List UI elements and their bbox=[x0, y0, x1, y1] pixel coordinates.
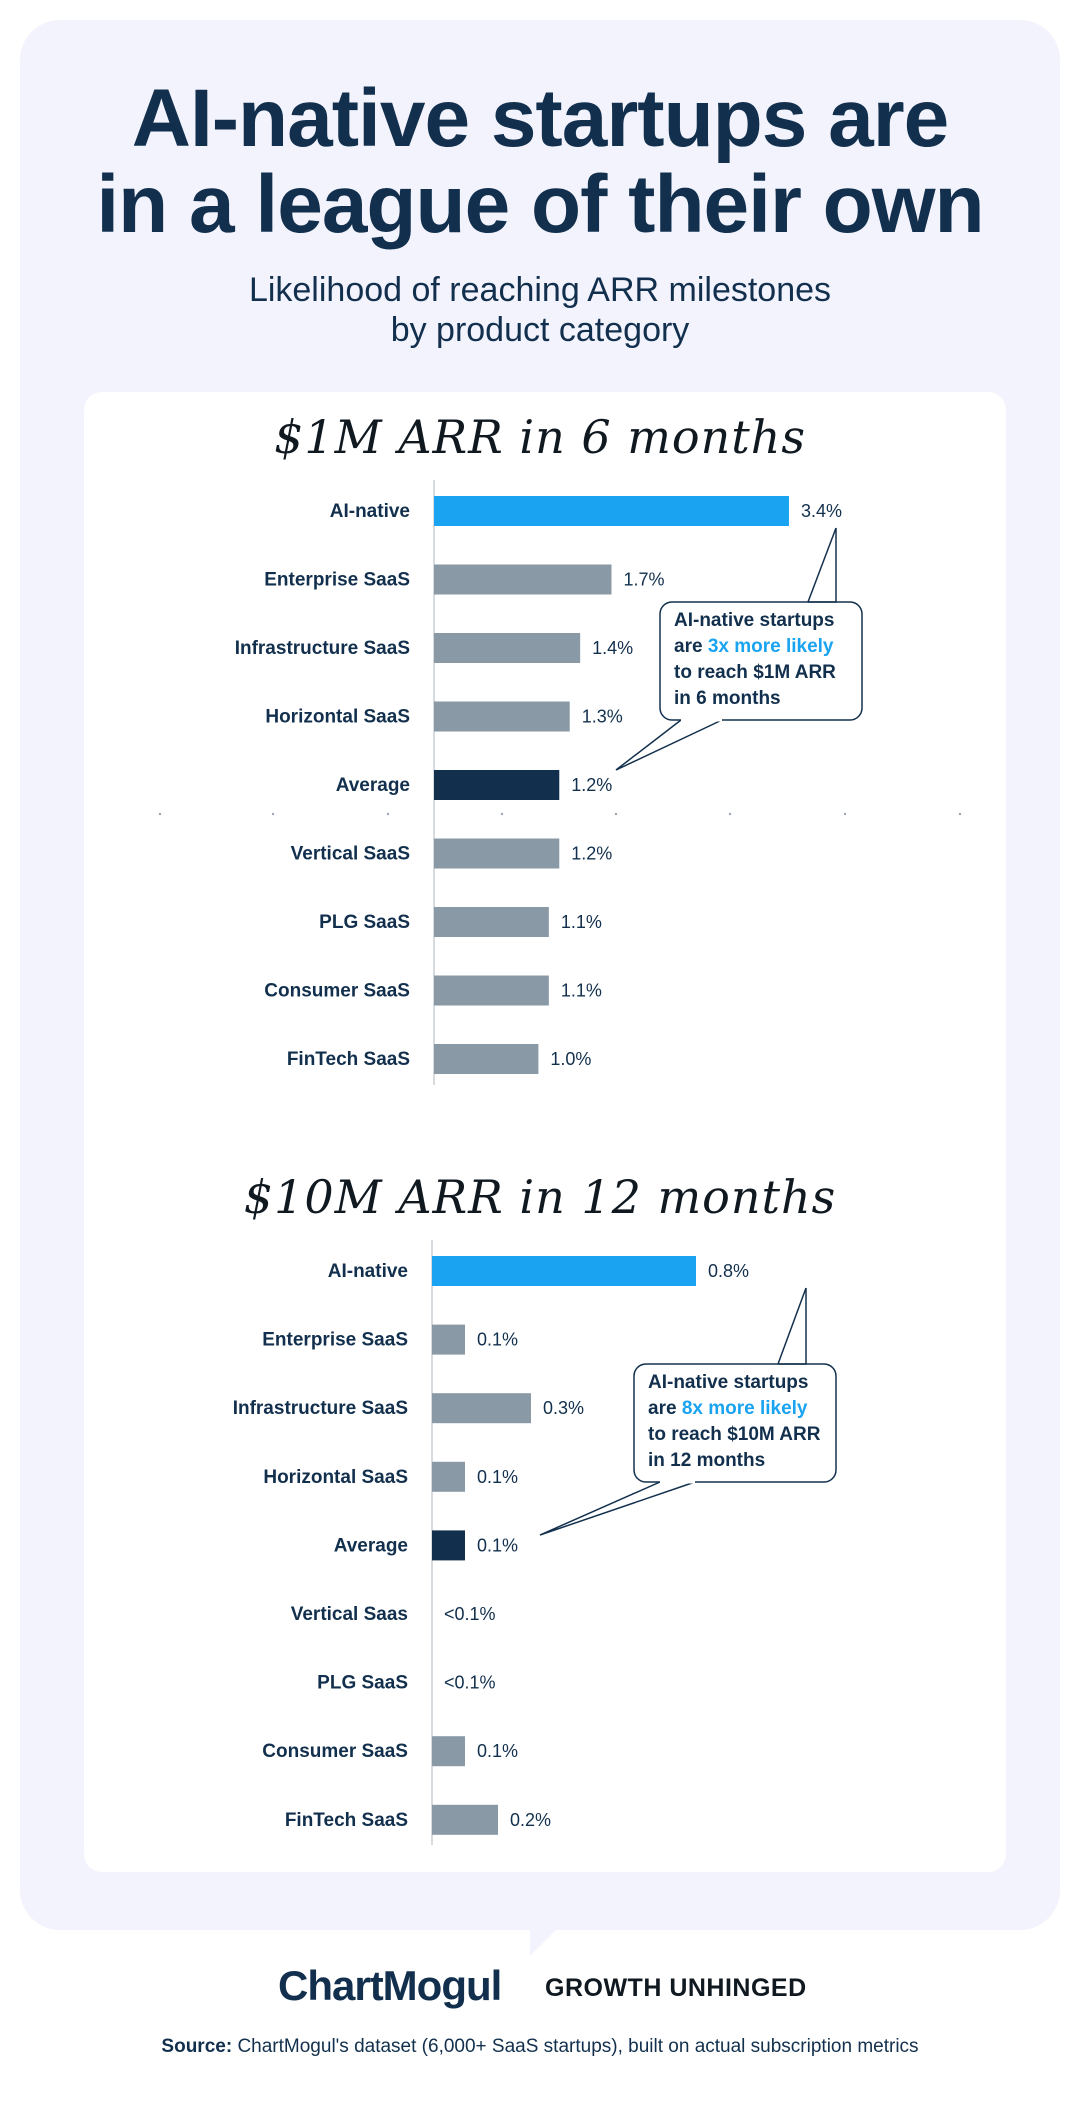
category-label: PLG SaaS bbox=[319, 912, 410, 933]
callout-pointer bbox=[615, 719, 723, 771]
callout-1-line-4: in 6 months bbox=[674, 688, 781, 709]
bar bbox=[432, 1393, 531, 1424]
chart-2-callout-text: AI-native startups are 8x more likely to… bbox=[648, 1370, 820, 1474]
bar bbox=[434, 770, 560, 800]
title-line-2: in a league of their own bbox=[96, 159, 984, 250]
category-label: Infrastructure SaaS bbox=[233, 1398, 408, 1419]
chart-1-plot: AI-native 3.4% Enterprise SaaS 1.7% Infrastr… bbox=[235, 480, 863, 1085]
value-label: 1.0% bbox=[550, 1049, 591, 1069]
value-label: 1.7% bbox=[623, 570, 664, 590]
bar bbox=[432, 1324, 465, 1355]
category-label: Average bbox=[336, 775, 410, 796]
callout-1-line-2: are 3x more likely bbox=[674, 636, 834, 657]
callout-tail-top-edge bbox=[807, 527, 837, 603]
callout-tail-top bbox=[778, 1288, 807, 1365]
gridline-dot bbox=[614, 812, 618, 816]
bar bbox=[432, 1804, 498, 1835]
value-label: 1.2% bbox=[571, 844, 612, 864]
callout-2-line-3: to reach $10M ARR bbox=[648, 1424, 821, 1445]
callout-1-line-1: AI-native startups bbox=[674, 610, 835, 631]
gridline-dot bbox=[958, 812, 962, 816]
gridline-dot bbox=[500, 812, 504, 816]
category-label: PLG SaaS bbox=[317, 1673, 408, 1694]
callout-tail-top bbox=[808, 528, 837, 603]
bar bbox=[434, 496, 789, 526]
category-label: Consumer SaaS bbox=[262, 1741, 408, 1762]
growth-unhinged-logo: GROWTH UNHINGED bbox=[545, 1974, 807, 2002]
page-subtitle: Likelihood of reaching ARR milestones by… bbox=[0, 270, 1080, 350]
value-label: 1.1% bbox=[561, 912, 602, 932]
category-label: Enterprise SaaS bbox=[262, 1330, 408, 1351]
value-label: 0.1% bbox=[477, 1330, 518, 1350]
bar bbox=[434, 1044, 539, 1074]
subtitle-line-2: by product category bbox=[390, 311, 690, 349]
bar bbox=[434, 564, 612, 595]
source-text: ChartMogul's dataset (6,000+ SaaS startu… bbox=[232, 2036, 919, 2057]
category-label: AI-native bbox=[330, 501, 410, 522]
category-label: Infrastructure SaaS bbox=[235, 638, 410, 659]
chart-1-title: $1M ARR in 6 months bbox=[274, 410, 806, 464]
chart-2-title: $10M ARR in 12 months bbox=[243, 1170, 837, 1224]
gridline-dot bbox=[271, 812, 275, 816]
callout-pointer bbox=[539, 1481, 696, 1536]
category-label: Horizontal SaaS bbox=[263, 1467, 408, 1488]
gridline-dot bbox=[158, 812, 162, 816]
category-label: Enterprise SaaS bbox=[264, 570, 410, 591]
category-label: Vertical SaaS bbox=[291, 844, 410, 865]
category-label: FinTech SaaS bbox=[287, 1049, 410, 1070]
callout-bubble bbox=[659, 601, 863, 721]
value-label: 1.2% bbox=[571, 775, 612, 795]
bar-charts-svg: AI-native 3.4% Enterprise SaaS 1.7% Infrastr… bbox=[158, 480, 962, 1845]
gridline-dot bbox=[843, 812, 847, 816]
bar bbox=[432, 1736, 465, 1767]
chart-1-callout-text: AI-native startups are 3x more likely to… bbox=[674, 608, 836, 712]
chartmogul-logo: ChartMogul bbox=[278, 1962, 502, 2009]
value-label: <0.1% bbox=[444, 1604, 496, 1624]
value-label: 1.4% bbox=[592, 638, 633, 658]
page-title: AI-native startups are in a league of th… bbox=[0, 76, 1080, 248]
category-label: AI-native bbox=[328, 1261, 408, 1282]
value-label: 1.3% bbox=[582, 707, 623, 727]
value-label: 0.1% bbox=[477, 1535, 518, 1555]
callout-2-highlight: 8x more likely bbox=[681, 1398, 808, 1419]
value-label: 0.3% bbox=[543, 1398, 584, 1418]
callout-1-highlight: 3x more likely bbox=[707, 636, 834, 657]
bar bbox=[434, 838, 560, 869]
chart-2-plot: AI-native 0.8% Enterprise SaaS 0.1% Infrastr… bbox=[233, 1240, 837, 1845]
callout-2-line-1: AI-native startups bbox=[648, 1372, 809, 1393]
callout-2-line-2: are 8x more likely bbox=[648, 1398, 808, 1419]
title-line-1: AI-native startups are bbox=[131, 73, 950, 164]
value-label: 0.2% bbox=[510, 1810, 551, 1830]
bar bbox=[434, 633, 581, 663]
value-label: 0.1% bbox=[477, 1467, 518, 1487]
gridline-dot bbox=[386, 812, 390, 816]
subtitle-line-1: Likelihood of reaching ARR milestones bbox=[248, 271, 832, 309]
category-label: Horizontal SaaS bbox=[265, 707, 410, 728]
gridline-dot bbox=[728, 812, 732, 816]
value-label: 1.1% bbox=[561, 981, 602, 1001]
callout-1-line-3: to reach $1M ARR bbox=[674, 662, 836, 683]
bar bbox=[432, 1530, 465, 1561]
callout-bubble bbox=[633, 1363, 837, 1483]
bar bbox=[434, 975, 549, 1006]
bar bbox=[434, 701, 570, 732]
value-label: 3.4% bbox=[801, 501, 842, 521]
category-label: FinTech SaaS bbox=[285, 1810, 408, 1831]
category-label: Consumer SaaS bbox=[264, 981, 410, 1002]
source-label: Source: bbox=[161, 2036, 233, 2057]
category-label: Vertical Saas bbox=[291, 1604, 408, 1625]
value-label: 0.8% bbox=[708, 1261, 749, 1281]
bar bbox=[434, 907, 549, 937]
card-tail bbox=[530, 1928, 558, 1956]
bar bbox=[432, 1256, 696, 1286]
bar bbox=[432, 1461, 465, 1492]
callout-tail-top-edge bbox=[777, 1287, 807, 1365]
value-label: 0.1% bbox=[477, 1741, 518, 1761]
value-label: <0.1% bbox=[444, 1673, 496, 1693]
category-label: Average bbox=[334, 1535, 408, 1556]
source-note: Source: ChartMogul's dataset (6,000+ Saa… bbox=[0, 2036, 1080, 2058]
callout-2-line-4: in 12 months bbox=[648, 1450, 766, 1471]
